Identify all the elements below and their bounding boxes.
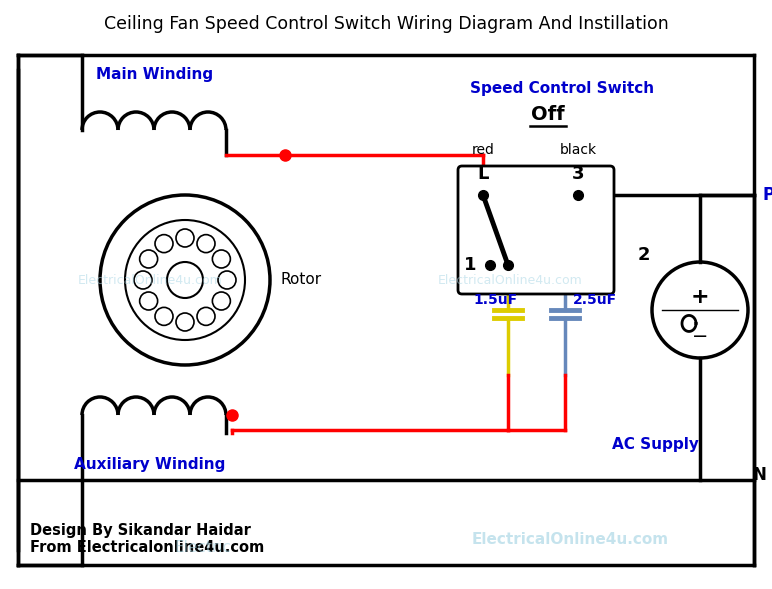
Text: Auxiliary Winding: Auxiliary Winding (74, 458, 225, 472)
Text: ElectricalOnline4u.com: ElectricalOnline4u.com (472, 532, 669, 548)
Text: From Electricalonline4u.com: From Electricalonline4u.com (30, 541, 264, 555)
Text: ElectricalOnline4u.com: ElectricalOnline4u.com (438, 273, 582, 286)
Text: 1: 1 (463, 256, 476, 274)
Text: Off: Off (531, 105, 565, 124)
FancyBboxPatch shape (458, 166, 614, 294)
Text: 2: 2 (638, 246, 651, 264)
Text: 1.5uF: 1.5uF (473, 293, 517, 307)
Text: Rotor: Rotor (280, 273, 321, 287)
Text: Main Winding: Main Winding (96, 68, 214, 82)
Text: red: red (472, 143, 494, 157)
Text: −: − (692, 327, 708, 346)
Text: Design By Sikandar Haidar: Design By Sikandar Haidar (30, 522, 251, 538)
Text: 3: 3 (572, 165, 584, 183)
Text: AC Supply: AC Supply (611, 438, 699, 452)
Text: N: N (753, 466, 767, 484)
Text: +: + (691, 287, 709, 306)
Text: P: P (762, 186, 772, 204)
Text: Ceiling Fan Speed Control Switch Wiring Diagram And Instillation: Ceiling Fan Speed Control Switch Wiring … (103, 15, 669, 33)
Text: Electric: Electric (175, 540, 232, 554)
Text: ElectricalOnline4u.com: ElectricalOnline4u.com (78, 273, 222, 286)
Text: 2.5uF: 2.5uF (573, 293, 617, 307)
Text: Speed Control Switch: Speed Control Switch (470, 81, 654, 95)
Text: black: black (560, 143, 597, 157)
Text: L: L (477, 165, 489, 183)
